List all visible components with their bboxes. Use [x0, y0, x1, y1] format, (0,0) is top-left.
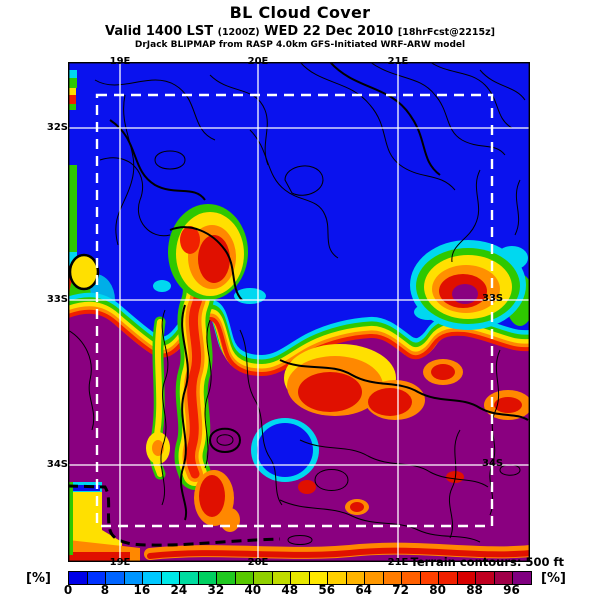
colorbar-cell-64 — [365, 572, 383, 584]
lat-label-left: 33S — [46, 294, 68, 305]
lat-label-right: 33S — [482, 293, 504, 304]
colorbar-tick: 64 — [355, 583, 373, 597]
colorbar-tick: 0 — [63, 583, 73, 597]
map-border — [68, 62, 530, 562]
colorbar-cell-76 — [420, 572, 439, 584]
terrain-note: Terrain contours: 500 ft — [410, 555, 564, 569]
colorbar-cell-28 — [198, 572, 217, 584]
cloud-cover-map — [68, 62, 530, 562]
page-title: BL Cloud Cover — [229, 3, 371, 22]
colorbar-tick: 16 — [133, 583, 151, 597]
lon-label-bottom: 19E — [109, 557, 131, 568]
terrain-contour-lines — [68, 62, 529, 545]
colorbar-cell-40 — [254, 572, 272, 584]
lon-label-bottom: 20E — [247, 557, 269, 568]
corner-clear-block — [68, 482, 140, 562]
lon-label-top: 21E — [387, 56, 409, 67]
colorbar-cell-12 — [124, 572, 143, 584]
colorbar-cell-56 — [328, 572, 346, 584]
map-plot — [68, 62, 530, 562]
lat-label-left: 34S — [46, 459, 68, 470]
colorbar-tick: 56 — [318, 583, 336, 597]
colorbar-cell-48 — [291, 572, 309, 584]
colorbar-tick: 48 — [281, 583, 299, 597]
colorbar-cell-68 — [383, 572, 402, 584]
colorbar-cell-84 — [457, 572, 476, 584]
colorbar-tick: 8 — [100, 583, 110, 597]
colorbar-cell-92 — [494, 572, 513, 584]
lon-label-top: 20E — [247, 56, 269, 67]
colorbar-cell-32 — [217, 572, 235, 584]
colorbar-cell-4 — [87, 572, 106, 584]
valid-time-line: Valid 1400 LST (1200Z) WED 22 Dec 2010 [… — [0, 24, 600, 39]
domain-box — [95, 93, 494, 528]
header: BL Cloud Cover Valid 1400 LST (1200Z) WE… — [0, 3, 600, 50]
coastline — [68, 484, 281, 547]
valid-date: WED 22 Dec 2010 — [264, 24, 394, 39]
colorbar-cell-44 — [272, 572, 291, 584]
colorbar-cell-0 — [69, 572, 87, 584]
percent-unit-left: [%] — [26, 571, 51, 586]
percent-unit-right: [%] — [541, 571, 566, 586]
forecast-tag: [18hrFcst@2215z] — [397, 27, 496, 38]
colorbar-cell-80 — [439, 572, 457, 584]
model-line: DrJack BLIPMAP from RASP 4.0km GFS-Initi… — [134, 40, 466, 50]
latlon-grid — [68, 62, 530, 562]
colorbar-cell-52 — [309, 572, 328, 584]
colorbar-cell-60 — [346, 572, 365, 584]
colorbar-cell-24 — [180, 572, 198, 584]
lat-label-left: 32S — [46, 122, 68, 133]
lat-label-right: 34S — [482, 458, 504, 469]
colorbar-cell-88 — [476, 572, 494, 584]
lon-label-top: 19E — [109, 56, 131, 67]
colorbar-tick: 32 — [207, 583, 225, 597]
colorbar-tick: 72 — [392, 583, 409, 597]
colorbar-tick: 88 — [466, 583, 483, 597]
lon-label-bottom: 21E — [387, 557, 409, 568]
colorbar-tick: 96 — [503, 583, 520, 597]
valid-prefix: Valid 1400 LST — [104, 24, 214, 39]
colorbar-tick: 24 — [170, 583, 188, 597]
colorbar-tick: 40 — [244, 583, 262, 597]
colorbar-tick: 80 — [429, 583, 446, 597]
colorbar-cell-36 — [235, 572, 254, 584]
right-cloud-blob — [410, 240, 526, 330]
colorbar-cell-20 — [161, 572, 180, 584]
colorbar — [68, 571, 532, 585]
colorbar-cell-96 — [513, 572, 531, 584]
colorbar-cell-16 — [143, 572, 161, 584]
colorbar-cell-72 — [402, 572, 420, 584]
colorbar-cell-8 — [106, 572, 124, 584]
valid-utc: (1200Z) — [217, 27, 260, 38]
